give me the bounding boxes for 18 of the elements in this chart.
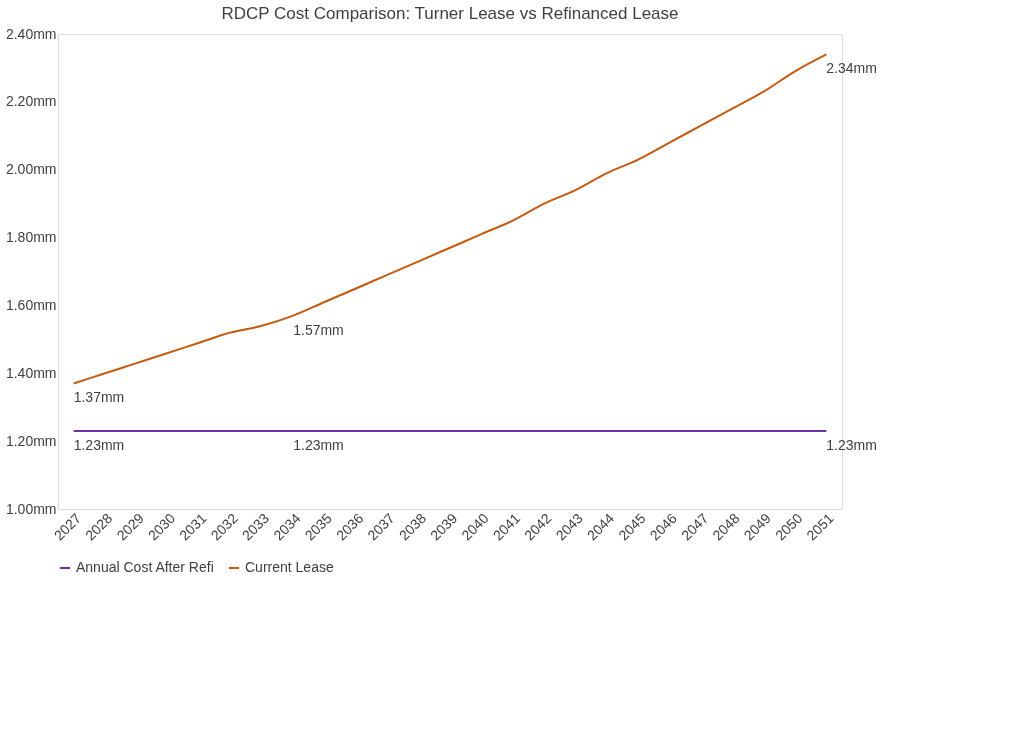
y-tick-label: 2.20mm bbox=[5, 93, 57, 110]
data-label: 1.57mm bbox=[293, 321, 344, 338]
y-tick-label: 1.40mm bbox=[5, 364, 57, 381]
chart-title: RDCP Cost Comparison: Turner Lease vs Refinanced Lease bbox=[221, 4, 679, 23]
y-tick-label: 1.00mm bbox=[5, 500, 57, 517]
data-label: 1.23mm bbox=[73, 436, 125, 453]
y-tick-label: 1.20mm bbox=[5, 432, 57, 449]
y-tick-label: 2.40mm bbox=[5, 25, 57, 42]
y-tick-label: 1.80mm bbox=[5, 229, 57, 246]
data-label: 2.34mm bbox=[826, 60, 877, 77]
data-label: 1.23mm bbox=[826, 436, 877, 453]
data-label: 1.37mm bbox=[73, 389, 125, 406]
data-label: 1.23mm bbox=[293, 436, 344, 453]
y-tick-label: 2.00mm bbox=[5, 161, 57, 178]
line-series bbox=[72, 53, 828, 385]
legend-label: Annual Cost After Refi bbox=[76, 559, 214, 575]
legend-label: Current Lease bbox=[245, 559, 334, 575]
y-tick-label: 1.60mm bbox=[5, 296, 57, 313]
